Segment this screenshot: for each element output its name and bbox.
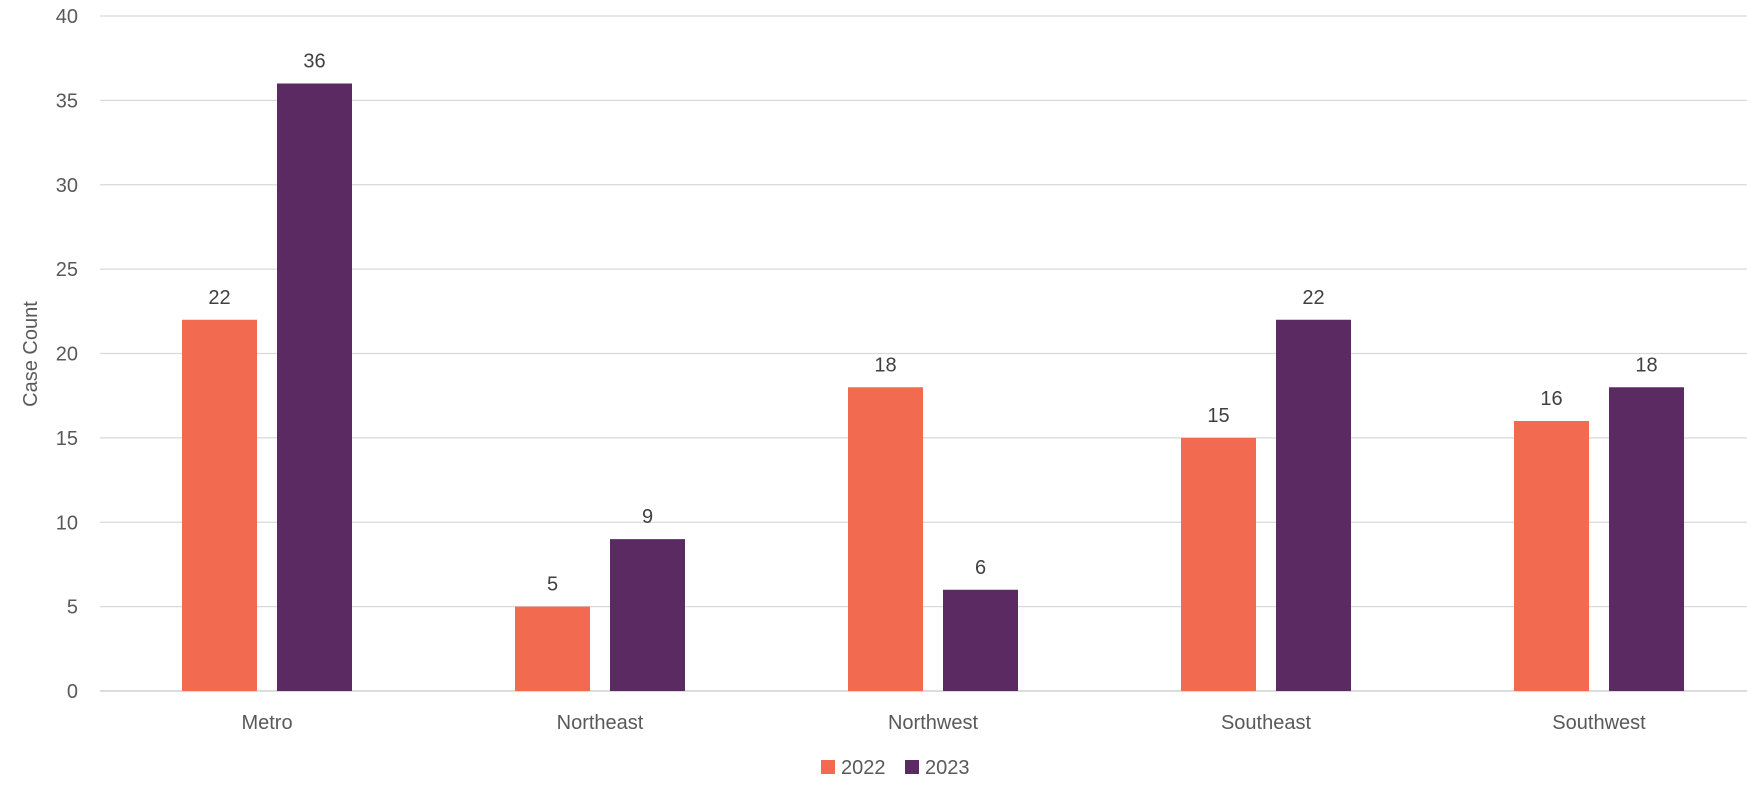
- data-label: 36: [303, 51, 325, 73]
- y-tick-label: 40: [56, 6, 78, 28]
- bar-2023-southeast: [1276, 319, 1351, 691]
- x-axis-ticks: Metro Northeast Northwest Southeast Southwes…: [241, 712, 1646, 734]
- data-label: 16: [1540, 388, 1562, 410]
- x-tick-label: Northwest: [888, 712, 978, 734]
- y-tick-label: 5: [67, 597, 78, 619]
- bar-2022-northwest: [848, 387, 923, 691]
- data-label: 18: [874, 354, 896, 376]
- y-tick-label: 0: [67, 681, 78, 703]
- data-label: 9: [642, 506, 653, 528]
- data-label: 22: [1302, 287, 1324, 309]
- data-label: 15: [1207, 405, 1229, 427]
- bar-2023-northwest: [943, 589, 1018, 691]
- y-tick-label: 20: [56, 344, 78, 366]
- legend-label-2023: 2023: [925, 757, 970, 779]
- x-tick-label: Northeast: [557, 712, 644, 734]
- bar-2022-southwest: [1514, 421, 1589, 691]
- data-label: 6: [975, 557, 986, 579]
- y-tick-label: 30: [56, 175, 78, 197]
- y-axis-title: Case Count: [20, 301, 42, 407]
- data-labels: 22 36 5 9 18 6 15 22 16 18: [208, 51, 1657, 596]
- y-axis-ticks: 0 5 10 15 20 25 30 35 40: [56, 6, 78, 703]
- y-tick-label: 35: [56, 90, 78, 112]
- bar-2023-metro: [277, 83, 352, 691]
- bar-2023-southwest: [1609, 387, 1684, 691]
- gridlines: [100, 15, 1747, 692]
- legend: 2022 2023: [821, 757, 970, 779]
- x-tick-label: Southwest: [1552, 712, 1646, 734]
- legend-swatch-2023: [905, 760, 919, 774]
- bars: [182, 83, 1684, 691]
- data-label: 18: [1635, 354, 1657, 376]
- x-tick-label: Southeast: [1221, 712, 1312, 734]
- bar-2023-northeast: [610, 539, 685, 691]
- data-label: 22: [208, 287, 230, 309]
- legend-swatch-2022: [821, 760, 835, 774]
- bar-2022-southeast: [1181, 437, 1256, 691]
- y-tick-label: 10: [56, 512, 78, 534]
- data-label: 5: [547, 574, 558, 596]
- bar-2022-metro: [182, 319, 257, 691]
- bar-2022-northeast: [515, 606, 590, 691]
- x-tick-label: Metro: [241, 712, 292, 734]
- y-tick-label: 25: [56, 259, 78, 281]
- y-tick-label: 15: [56, 428, 78, 450]
- legend-label-2022: 2022: [841, 757, 886, 779]
